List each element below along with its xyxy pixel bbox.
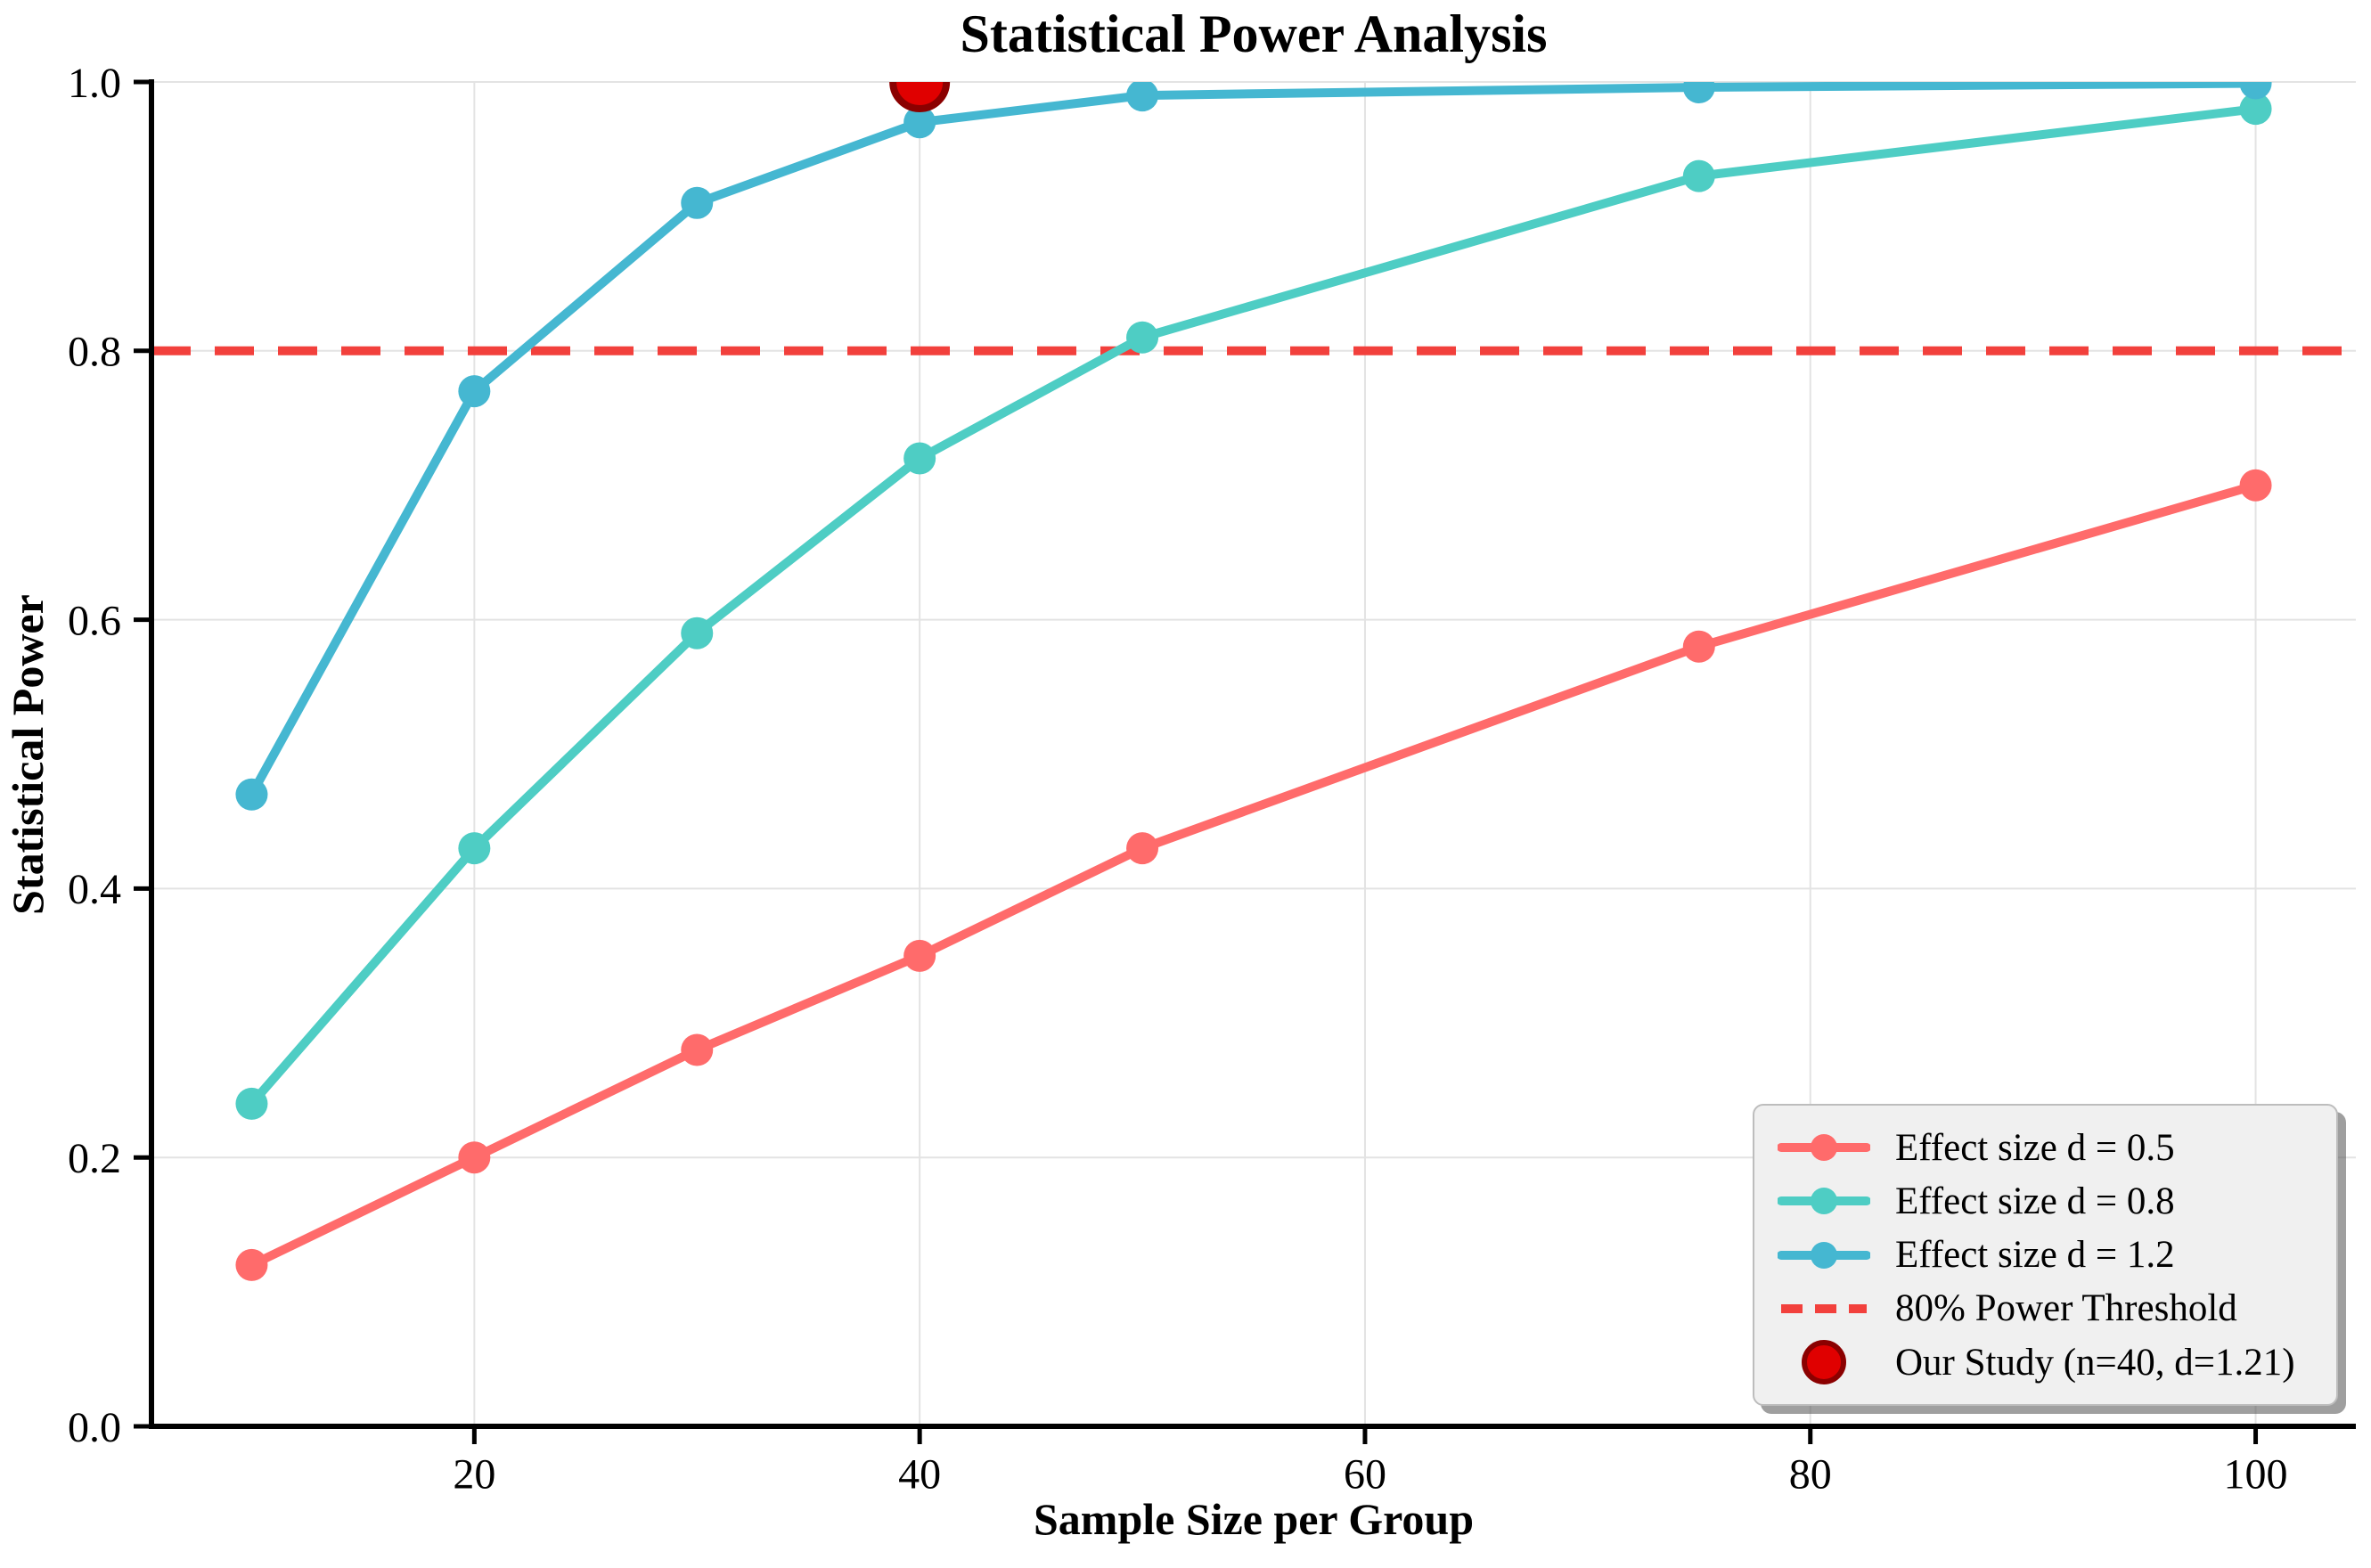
series-marker-0 [681,1033,714,1066]
series-marker-0 [458,1141,491,1174]
legend-study-marker-icon [1802,1340,1846,1384]
legend-line-swatch-icon [1778,1241,1870,1269]
axes-spines [149,79,2356,1429]
y-tick-label: 0.6 [68,597,121,644]
study-marker [889,82,951,112]
legend-item: Effect size d = 0.5 [1778,1123,2313,1172]
legend-item: Effect size d = 1.2 [1778,1231,2313,1279]
y-tick-label: 0.8 [68,329,121,376]
legend-rows: Effect size d = 0.5 Effect size d = 0.8 Ef… [1778,1123,2313,1386]
legend-label: 80% Power Threshold [1895,1287,2237,1330]
series-marker-1 [1682,159,1715,192]
series-marker-0 [1682,630,1715,663]
chart-title: Statistical Power Analysis [961,4,1548,63]
legend-line-swatch-icon [1778,1188,1870,1215]
series-marker-1 [1126,321,1159,354]
series-marker-0 [235,1248,268,1281]
legend-dash-swatch-icon [1781,1303,1867,1313]
x-tick-label: 80 [1789,1451,1832,1499]
legend-marker-dot [1811,1134,1837,1161]
series-marker-2 [235,778,268,811]
series-marker-2 [1126,82,1159,112]
y-axis-label: Statistical Power [3,594,53,915]
series-marker-1 [681,617,714,649]
tick-labels: 20 40 60 80 100 0.0 0.2 0.4 0.6 0.8 1.0 [68,60,2288,1499]
series-marker-2 [1682,82,1715,104]
series-marker-0 [2239,469,2272,502]
series-marker-2 [903,106,936,139]
legend-marker-dot [1811,1241,1837,1269]
legend-line-swatch-icon [1778,1134,1870,1161]
series-marker-0 [1126,832,1159,865]
y-tick-label: 0.4 [68,866,121,913]
x-tick-label: 40 [898,1451,941,1499]
x-axis-label: Sample Size per Group [1034,1494,1474,1544]
series-marker-2 [458,375,491,408]
legend-item: Our Study (n=40, d=1.21) [1778,1338,2313,1386]
series-marker-1 [458,832,491,865]
legend-label: Effect size d = 0.5 [1895,1126,2175,1169]
series-line-1 [247,104,2261,1108]
y-tick-label: 0.2 [68,1135,121,1182]
series-marker-1 [903,442,936,475]
legend-item: Effect size d = 0.8 [1778,1177,2313,1225]
legend-label: Our Study (n=40, d=1.21) [1895,1341,2295,1384]
data-series-group [235,82,2272,1281]
legend-label: Effect size d = 1.2 [1895,1234,2175,1276]
series-marker-2 [681,186,714,219]
legend-marker-dot [1811,1188,1837,1215]
series-marker-1 [2239,93,2272,126]
legend-study-circle [1802,1340,1846,1384]
series-marker-0 [903,939,936,972]
x-tick-label: 20 [453,1451,495,1499]
series-marker-1 [235,1087,268,1120]
study-point-group [889,82,951,112]
legend-label: Effect size d = 0.8 [1895,1180,2175,1222]
y-tick-label: 0.0 [68,1404,121,1451]
x-tick-label: 60 [1344,1451,1386,1499]
legend-item: 80% Power Threshold [1778,1285,2313,1333]
series-line-2 [247,82,2261,799]
x-tick-label: 100 [2224,1451,2288,1499]
tick-marks [134,79,2259,1444]
legend: Effect size d = 0.5 Effect size d = 0.8 Ef… [1753,1104,2338,1406]
y-tick-label: 1.0 [68,60,121,107]
series-marker-2 [2239,82,2272,100]
